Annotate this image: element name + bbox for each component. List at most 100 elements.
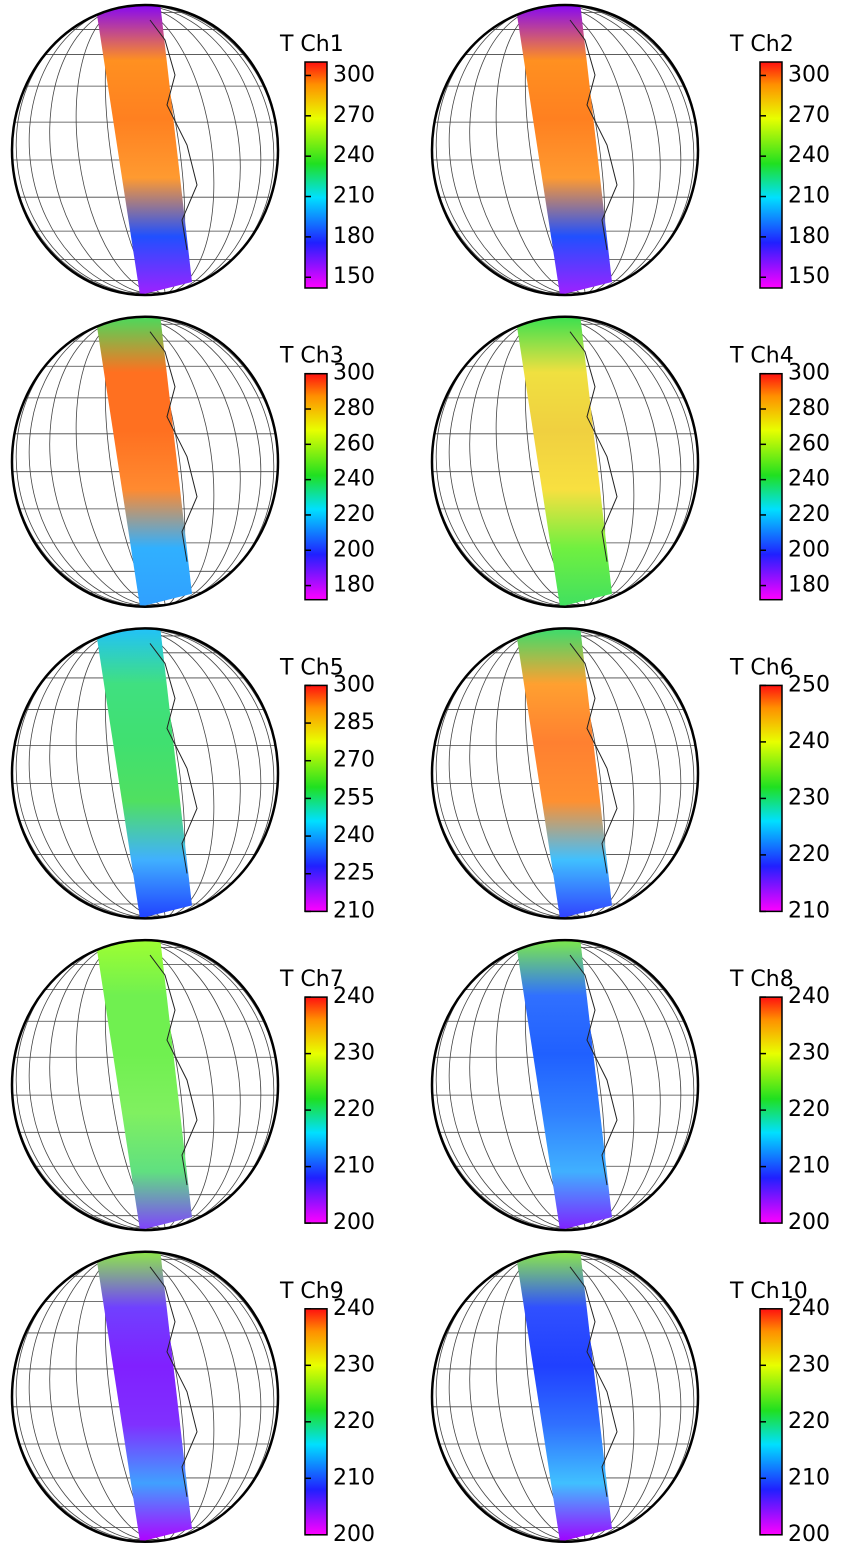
globe-panel: [430, 1250, 700, 1544]
swath: [515, 628, 612, 919]
colorbar-tick-label: 230: [333, 1041, 375, 1066]
colorbar-tick-label: 210: [333, 898, 375, 923]
colorbar-tick-label: 150: [333, 264, 375, 289]
globe-contents: [432, 1251, 698, 1542]
globe-outline: [430, 627, 700, 920]
swath: [515, 5, 612, 295]
colorbar-tick-label: 270: [333, 103, 375, 128]
coastline: [149, 1266, 198, 1497]
colorbar-tick-label: 260: [333, 431, 375, 456]
swath: [95, 940, 192, 1231]
coastline: [569, 1266, 618, 1497]
colorbar-tick-label: 240: [788, 1296, 830, 1321]
colorbar-title: T Ch5: [279, 655, 344, 680]
swath: [515, 316, 612, 607]
colorbar-tick-label: 220: [788, 1409, 830, 1434]
colorbar-title: T Ch2: [729, 32, 794, 57]
colorbar-tick-label: 255: [333, 785, 375, 810]
colorbar-tick-label: 230: [788, 1041, 830, 1066]
colorbar-tick-label: 210: [333, 1465, 375, 1490]
colorbar-tick-label: 210: [788, 898, 830, 923]
globe-contents: [432, 5, 698, 295]
coastline: [149, 19, 198, 251]
colorbar-tick-label: 200: [788, 1522, 830, 1547]
colorbar-tick-label: 240: [333, 143, 375, 168]
colorbar-title: T Ch4: [729, 344, 794, 369]
colorbar: [304, 372, 328, 601]
globe-contents: [12, 5, 278, 295]
colorbar-tick-label: 240: [788, 467, 830, 492]
colorbar-title: T Ch8: [729, 967, 794, 992]
swath: [515, 940, 612, 1231]
globe-outline: [10, 315, 280, 608]
colorbar-tick-label: 300: [333, 672, 375, 697]
colorbar-tick-label: 200: [333, 537, 375, 562]
colorbar-tick-label: 240: [333, 467, 375, 492]
colorbar-tick-label: 200: [788, 1210, 830, 1235]
colorbar-tick-label: 240: [788, 984, 830, 1009]
colorbar-title: T Ch9: [279, 1279, 344, 1304]
colorbar-tick-label: 200: [333, 1522, 375, 1547]
globe-outline: [10, 938, 280, 1232]
colorbar-tick-label: 225: [333, 861, 375, 886]
swath: [515, 1251, 612, 1542]
colorbar-tick-label: 240: [333, 823, 375, 848]
globe-contents: [12, 940, 278, 1231]
globe-outline: [10, 627, 280, 920]
globe-panel: [10, 1250, 280, 1544]
colorbar-tick-label: 220: [333, 1409, 375, 1434]
colorbar-tick-label: 230: [333, 1352, 375, 1377]
colorbar-tick-label: 240: [788, 729, 830, 754]
colorbar-tick-label: 150: [788, 264, 830, 289]
colorbar-tick-label: 180: [333, 224, 375, 249]
globe-panel: [10, 3, 280, 297]
colorbar-tick-label: 240: [788, 143, 830, 168]
globe-contents: [12, 628, 278, 919]
colorbar-tick-label: 180: [333, 573, 375, 598]
coastline: [569, 954, 618, 1186]
colorbar-tick-label: 240: [333, 1296, 375, 1321]
colorbar-tick-label: 220: [788, 502, 830, 527]
colorbar-title: T Ch1: [279, 32, 344, 57]
colorbar-title: T Ch6: [729, 655, 794, 680]
globe-panel: [10, 627, 280, 920]
globe-panel: [430, 627, 700, 920]
coastline: [149, 331, 198, 562]
swath: [95, 1251, 192, 1542]
coastline: [569, 331, 618, 562]
colorbar-tick-label: 280: [333, 396, 375, 421]
colorbar-tick-label: 200: [333, 1210, 375, 1235]
globe-panel: [430, 938, 700, 1232]
globe-contents: [12, 1251, 278, 1542]
colorbar-tick-label: 220: [333, 1097, 375, 1122]
globe-outline: [430, 1250, 700, 1544]
colorbar: [759, 61, 783, 289]
colorbar-title: T Ch10: [729, 1279, 808, 1304]
globe-contents: [432, 628, 698, 919]
colorbar-tick-label: 210: [788, 184, 830, 209]
colorbar-tick-label: 285: [333, 710, 375, 735]
coastline: [569, 19, 618, 251]
colorbar-title: T Ch7: [279, 967, 344, 992]
colorbar-tick-label: 230: [788, 1352, 830, 1377]
colorbar-tick-label: 300: [788, 361, 830, 386]
colorbar: [304, 61, 328, 289]
globe-outline: [10, 1250, 280, 1544]
swath: [95, 5, 192, 295]
globe-outline: [430, 938, 700, 1232]
globe-panel: [10, 938, 280, 1232]
colorbar-tick-label: 180: [788, 224, 830, 249]
globe-contents: [12, 316, 278, 607]
colorbar-tick-label: 230: [788, 785, 830, 810]
globe-contents: [432, 316, 698, 607]
colorbar-tick-label: 270: [333, 748, 375, 773]
colorbar-tick-label: 300: [333, 361, 375, 386]
colorbar-tick-label: 180: [788, 573, 830, 598]
globe-contents: [432, 940, 698, 1231]
colorbar-tick-label: 240: [333, 984, 375, 1009]
colorbar: [759, 372, 783, 601]
globe-panel: [430, 3, 700, 297]
swath: [95, 316, 192, 607]
globe-outline: [430, 315, 700, 608]
